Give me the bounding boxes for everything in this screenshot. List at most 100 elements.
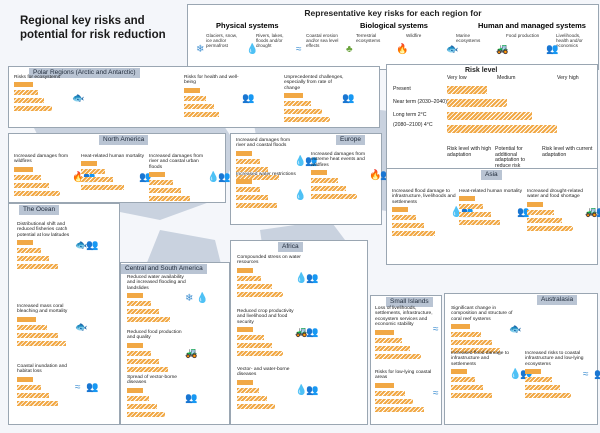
risk-bar xyxy=(127,342,143,348)
risk-bar xyxy=(527,225,573,231)
risk-bars xyxy=(392,207,446,243)
risk-bar xyxy=(525,377,552,383)
row-near-term: Near term (2030–2040) xyxy=(393,99,447,105)
note-additional-adaptation: Potential for additional adaptation to r… xyxy=(495,146,525,170)
risk-bar xyxy=(375,382,394,388)
risk-entry: Unprecedented challenges, especially fro… xyxy=(284,75,375,129)
risk-label: Increased risks to coastal infrastructur… xyxy=(525,351,584,367)
legend-item-label: Terrestrial ecosystems xyxy=(356,33,381,43)
risk-bar xyxy=(149,172,165,178)
risk-bar xyxy=(184,87,200,93)
legend-panel: Representative key risks for each region… xyxy=(187,4,599,70)
fish-icon: 🐟 xyxy=(75,240,88,251)
tractor-icon: 🚜 xyxy=(496,44,509,55)
note-current-adaptation: Risk level with current adaptation xyxy=(542,146,593,158)
risk-bar xyxy=(525,369,541,375)
risk-bar xyxy=(236,179,252,185)
note-high-adaptation: Risk level with high adaptation xyxy=(447,146,492,158)
people-icon: 👥 xyxy=(86,382,99,393)
risk-bar xyxy=(17,240,33,246)
risk-bar xyxy=(527,217,562,223)
risk-bar xyxy=(451,369,467,375)
tractor-icon: 🚜 xyxy=(185,348,198,359)
risk-label: Increased damages from river and coastal… xyxy=(149,154,204,170)
risk-entry: Risks for health and well-being 👥 xyxy=(184,75,304,124)
risk-bar xyxy=(525,385,560,391)
flame-icon: 🔥 xyxy=(72,172,85,183)
risk-bar xyxy=(284,109,322,115)
fish-icon: 🐟 xyxy=(72,93,85,104)
risk-bar xyxy=(375,406,424,412)
legend-item-label: Coastal erosion and/or sea level effects xyxy=(306,33,339,48)
risk-bar xyxy=(127,358,159,364)
risk-bar xyxy=(527,209,554,215)
risk-label: Unprecedented challenges, especially fro… xyxy=(284,75,344,91)
risk-bar xyxy=(17,392,49,398)
tractor-icon: 🚜 xyxy=(295,327,308,338)
legend-title: Representative key risks for each region… xyxy=(304,8,482,18)
risk-bars xyxy=(237,379,291,416)
risk-bars xyxy=(375,382,429,419)
region-title: The Ocean xyxy=(19,205,60,215)
people-icon: 👥 xyxy=(342,93,355,104)
droplet-icon: 💧 xyxy=(207,172,220,183)
region-title: Europe xyxy=(336,135,365,145)
risk-label: Increased damages from extreme heat even… xyxy=(311,152,366,168)
people-icon: 👥 xyxy=(520,369,533,380)
risk-entry: Risks for ecosystems 🐟 xyxy=(14,75,134,118)
risk-entry: Distributional shift and reduced fisheri… xyxy=(17,222,115,276)
risk-bars xyxy=(237,327,291,363)
droplet-icon: 💧 xyxy=(450,207,463,218)
risk-entry: Increased drought-related water and food… xyxy=(527,189,600,238)
risk-entry: Compounded stress on water resources 💧 👥 xyxy=(237,255,357,304)
risk-bar xyxy=(127,350,151,356)
region-panel: Australasia Significant change in composi… xyxy=(444,293,600,425)
people-icon: 👥 xyxy=(306,273,319,284)
risk-bar xyxy=(451,377,475,383)
risk-bars xyxy=(14,166,68,203)
risk-bar xyxy=(375,353,421,359)
risk-bar xyxy=(236,166,268,172)
risk-bar xyxy=(311,178,338,184)
scale-very-high: Very high xyxy=(557,75,579,81)
risk-bar xyxy=(17,340,66,346)
risk-bar xyxy=(237,327,253,333)
risk-bar xyxy=(14,174,41,180)
risk-label: Heat-related human mortality xyxy=(459,189,523,194)
risk-bar xyxy=(17,384,41,390)
flame-icon: 🔥 xyxy=(396,44,409,55)
risk-label: Loss of livelihoods, settlements, infras… xyxy=(375,306,433,328)
risk-label: Compounded stress on water resources xyxy=(237,255,301,266)
people-icon: 👥 xyxy=(596,207,600,218)
region-panel: Small Islands Loss of livelihoods, settle… xyxy=(370,295,456,425)
risk-bar xyxy=(127,411,165,417)
risk-bars xyxy=(451,324,505,360)
risk-bar xyxy=(14,166,33,172)
region-title: Asia xyxy=(481,170,502,180)
risk-bar xyxy=(451,348,500,354)
risk-label: Reduced crop productivity and livelihood… xyxy=(237,309,294,325)
risk-entry: Reduced food production and quality 🚜 xyxy=(127,330,225,379)
region-panel: Asia Increased flood damage to infrastruc… xyxy=(386,168,600,265)
risk-bars xyxy=(81,161,135,197)
risk-label: Increased flood damage to infrastructure… xyxy=(392,189,456,205)
region-panel: Europe Increased damages from river and c… xyxy=(230,133,392,225)
risk-label: Increased water restrictions xyxy=(236,172,296,177)
scale-very-low: Very low xyxy=(447,75,467,81)
risk-bars xyxy=(237,267,291,304)
risk-bar xyxy=(127,293,143,299)
risk-bar xyxy=(459,204,483,210)
legend-item-label: Livelihoods, health and/or economics xyxy=(556,33,583,48)
risk-entry: Reduced crop productivity and livelihood… xyxy=(237,309,357,363)
group-physical-label: Physical systems xyxy=(216,21,279,30)
legend-item-label: Food production xyxy=(506,33,540,38)
waves-icon: ≈ xyxy=(296,44,302,55)
risk-bars xyxy=(375,329,429,366)
risk-bar xyxy=(527,201,543,207)
risk-bars xyxy=(236,150,290,187)
tractor-icon: 🚜 xyxy=(585,207,598,218)
risk-bar xyxy=(237,379,253,385)
risk-bars xyxy=(284,93,338,129)
droplet-icon: 💧 xyxy=(196,293,209,304)
risk-bars xyxy=(14,82,68,118)
